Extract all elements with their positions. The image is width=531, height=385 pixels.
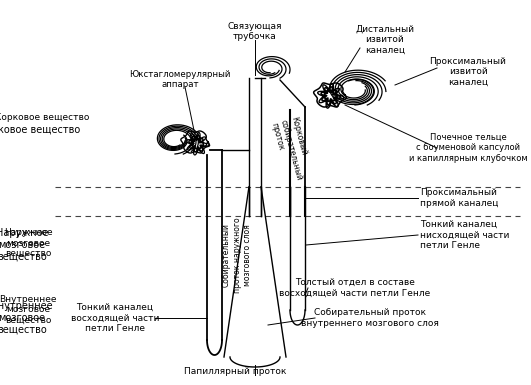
Text: Толстый отдел в составе
восходящей части петли Генле: Толстый отдел в составе восходящей части…	[279, 278, 431, 298]
Text: Связующая
трубочка: Связующая трубочка	[228, 22, 282, 42]
Text: Внутреннее
мозговое
вещество: Внутреннее мозговое вещество	[0, 301, 53, 335]
Text: Проксимальный
прямой каналец: Проксимальный прямой каналец	[420, 188, 499, 208]
Text: Наружное
мозговое
вещество: Наружное мозговое вещество	[0, 228, 48, 261]
Text: Тонкий каналец
нисходящей части
петли Генле: Тонкий каналец нисходящей части петли Ге…	[420, 220, 509, 250]
Text: Проксимальный
извитой
каналец: Проксимальный извитой каналец	[430, 57, 507, 87]
Text: Собирательный проток
внутреннего мозгового слоя: Собирательный проток внутреннего мозгово…	[301, 308, 439, 328]
Text: Тонкий каналец
восходящей части
петли Генле: Тонкий каналец восходящей части петли Ге…	[71, 303, 159, 333]
Text: Корковый
собирательный
проток: Корковый собирательный проток	[269, 116, 314, 184]
Text: Внутреннее
мозговое
вещество: Внутреннее мозговое вещество	[0, 295, 57, 325]
Text: Наружное
мозговое
вещество: Наружное мозговое вещество	[4, 228, 53, 258]
Text: Почечное тельце
с боуменовой капсулой
и капиллярным клубочком: Почечное тельце с боуменовой капсулой и …	[409, 133, 527, 163]
Text: Дистальный
извитой
каналец: Дистальный извитой каналец	[355, 25, 415, 55]
Text: Папиллярный проток: Папиллярный проток	[184, 368, 286, 377]
Text: Корковое вещество: Корковое вещество	[0, 114, 89, 122]
Text: Корковое вещество: Корковое вещество	[0, 125, 81, 135]
Text: Юкстагломерулярный
аппарат: Юкстагломерулярный аппарат	[129, 70, 231, 89]
Text: Собирательный
проток наружного
мозгового слоя: Собирательный проток наружного мозгового…	[222, 217, 252, 293]
